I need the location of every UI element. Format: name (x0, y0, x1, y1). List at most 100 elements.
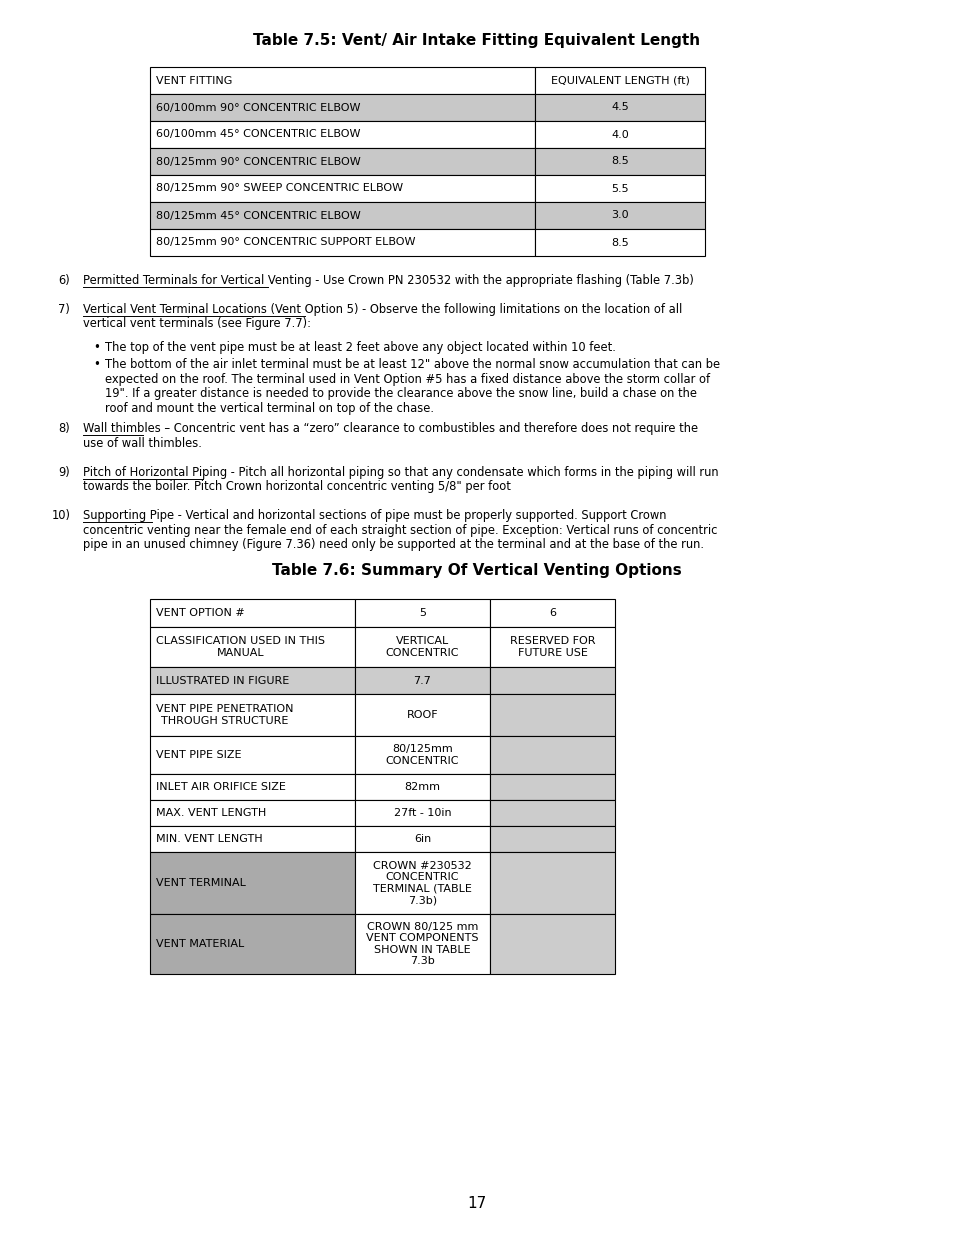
Bar (355, 826, 490, 852)
Bar (535, 148, 704, 175)
Bar (150, 826, 355, 852)
Bar (150, 914, 355, 974)
Text: 82mm: 82mm (404, 782, 440, 792)
Text: 80/125mm 90° CONCENTRIC ELBOW: 80/125mm 90° CONCENTRIC ELBOW (156, 157, 360, 167)
Bar (490, 826, 615, 852)
Text: 80/125mm
CONCENTRIC: 80/125mm CONCENTRIC (385, 745, 458, 766)
Bar (150, 852, 355, 914)
Bar (355, 736, 490, 774)
Text: 6): 6) (58, 274, 70, 287)
Bar (150, 203, 535, 228)
Text: 8.5: 8.5 (611, 237, 628, 247)
Text: Supporting Pipe - Vertical and horizontal sections of pipe must be properly supp: Supporting Pipe - Vertical and horizonta… (83, 509, 666, 522)
Text: 17: 17 (467, 1195, 486, 1210)
Text: VENT MATERIAL: VENT MATERIAL (156, 939, 244, 948)
Bar (150, 736, 355, 774)
Bar (490, 627, 615, 667)
Text: 8): 8) (58, 422, 70, 435)
Bar (535, 67, 704, 94)
Text: 8.5: 8.5 (611, 157, 628, 167)
Text: 80/125mm 90° SWEEP CONCENTRIC ELBOW: 80/125mm 90° SWEEP CONCENTRIC ELBOW (156, 184, 403, 194)
Bar (535, 228, 704, 256)
Bar (150, 627, 355, 667)
Text: 7): 7) (58, 303, 70, 316)
Bar (150, 175, 535, 203)
Text: RESERVED FOR
FUTURE USE: RESERVED FOR FUTURE USE (509, 636, 595, 658)
Text: 6: 6 (548, 608, 556, 618)
Text: 9): 9) (58, 466, 70, 479)
Bar (490, 736, 615, 774)
Bar (150, 667, 355, 694)
Text: 27ft - 10in: 27ft - 10in (394, 808, 451, 818)
Text: Permitted Terminals for Vertical Venting - Use Crown PN 230532 with the appropri: Permitted Terminals for Vertical Venting… (83, 274, 693, 287)
Text: CLASSIFICATION USED IN THIS
MANUAL: CLASSIFICATION USED IN THIS MANUAL (156, 636, 325, 658)
Bar (535, 94, 704, 121)
Text: 7.7: 7.7 (414, 676, 431, 685)
Text: VENT FITTING: VENT FITTING (156, 75, 233, 85)
Bar (150, 694, 355, 736)
Text: concentric venting near the female end of each straight section of pipe. Excepti: concentric venting near the female end o… (83, 524, 717, 536)
Text: use of wall thimbles.: use of wall thimbles. (83, 437, 202, 450)
Text: 6in: 6in (414, 834, 431, 844)
Bar (490, 800, 615, 826)
Bar (490, 774, 615, 800)
Bar (150, 228, 535, 256)
Text: 60/100mm 90° CONCENTRIC ELBOW: 60/100mm 90° CONCENTRIC ELBOW (156, 103, 360, 112)
Text: Table 7.6: Summary Of Vertical Venting Options: Table 7.6: Summary Of Vertical Venting O… (272, 563, 681, 578)
Bar (150, 67, 535, 94)
Bar (355, 774, 490, 800)
Text: ILLUSTRATED IN FIGURE: ILLUSTRATED IN FIGURE (156, 676, 289, 685)
Bar (150, 94, 535, 121)
Text: towards the boiler. Pitch Crown horizontal concentric venting 5/8" per foot: towards the boiler. Pitch Crown horizont… (83, 480, 511, 493)
Text: 80/125mm 90° CONCENTRIC SUPPORT ELBOW: 80/125mm 90° CONCENTRIC SUPPORT ELBOW (156, 237, 416, 247)
Text: pipe in an unused chimney (Figure 7.36) need only be supported at the terminal a: pipe in an unused chimney (Figure 7.36) … (83, 538, 703, 551)
Bar (150, 148, 535, 175)
Text: vertical vent terminals (see Figure 7.7):: vertical vent terminals (see Figure 7.7)… (83, 317, 311, 331)
Text: CROWN 80/125 mm
VENT COMPONENTS
SHOWN IN TABLE
7.3b: CROWN 80/125 mm VENT COMPONENTS SHOWN IN… (366, 921, 478, 967)
Text: 5: 5 (418, 608, 426, 618)
Bar (355, 627, 490, 667)
Bar (535, 121, 704, 148)
Text: INLET AIR ORIFICE SIZE: INLET AIR ORIFICE SIZE (156, 782, 286, 792)
Text: VENT PIPE SIZE: VENT PIPE SIZE (156, 750, 241, 760)
Text: VENT OPTION #: VENT OPTION # (156, 608, 245, 618)
Bar (150, 774, 355, 800)
Bar (355, 694, 490, 736)
Bar (490, 599, 615, 627)
Text: MAX. VENT LENGTH: MAX. VENT LENGTH (156, 808, 266, 818)
Text: 19". If a greater distance is needed to provide the clearance above the snow lin: 19". If a greater distance is needed to … (105, 387, 697, 400)
Bar (490, 852, 615, 914)
Text: MIN. VENT LENGTH: MIN. VENT LENGTH (156, 834, 262, 844)
Text: •: • (92, 341, 100, 353)
Text: VERTICAL
CONCENTRIC: VERTICAL CONCENTRIC (385, 636, 458, 658)
Bar (355, 599, 490, 627)
Bar (150, 121, 535, 148)
Bar (490, 914, 615, 974)
Text: Pitch of Horizontal Piping - Pitch all horizontal piping so that any condensate : Pitch of Horizontal Piping - Pitch all h… (83, 466, 718, 479)
Text: The bottom of the air inlet terminal must be at least 12" above the normal snow : The bottom of the air inlet terminal mus… (105, 358, 720, 370)
Bar (490, 694, 615, 736)
Bar (355, 852, 490, 914)
Text: roof and mount the vertical terminal on top of the chase.: roof and mount the vertical terminal on … (105, 401, 434, 415)
Bar (355, 800, 490, 826)
Text: expected on the roof. The terminal used in Vent Option #5 has a fixed distance a: expected on the roof. The terminal used … (105, 373, 709, 385)
Text: 5.5: 5.5 (611, 184, 628, 194)
Bar (535, 175, 704, 203)
Text: CROWN #230532
CONCENTRIC
TERMINAL (TABLE
7.3b): CROWN #230532 CONCENTRIC TERMINAL (TABLE… (373, 861, 472, 905)
Bar (490, 667, 615, 694)
Text: 80/125mm 45° CONCENTRIC ELBOW: 80/125mm 45° CONCENTRIC ELBOW (156, 210, 360, 221)
Bar (150, 599, 355, 627)
Text: VENT TERMINAL: VENT TERMINAL (156, 878, 246, 888)
Text: EQUIVALENT LENGTH (ft): EQUIVALENT LENGTH (ft) (550, 75, 689, 85)
Bar (355, 667, 490, 694)
Bar (535, 203, 704, 228)
Text: 3.0: 3.0 (611, 210, 628, 221)
Text: ROOF: ROOF (406, 710, 437, 720)
Text: 10): 10) (52, 509, 71, 522)
Text: The top of the vent pipe must be at least 2 feet above any object located within: The top of the vent pipe must be at leas… (105, 341, 616, 353)
Text: 4.5: 4.5 (611, 103, 628, 112)
Text: •: • (92, 358, 100, 370)
Text: VENT PIPE PENETRATION
THROUGH STRUCTURE: VENT PIPE PENETRATION THROUGH STRUCTURE (156, 704, 294, 726)
Text: 4.0: 4.0 (611, 130, 628, 140)
Text: Vertical Vent Terminal Locations (Vent Option 5) - Observe the following limitat: Vertical Vent Terminal Locations (Vent O… (83, 303, 681, 316)
